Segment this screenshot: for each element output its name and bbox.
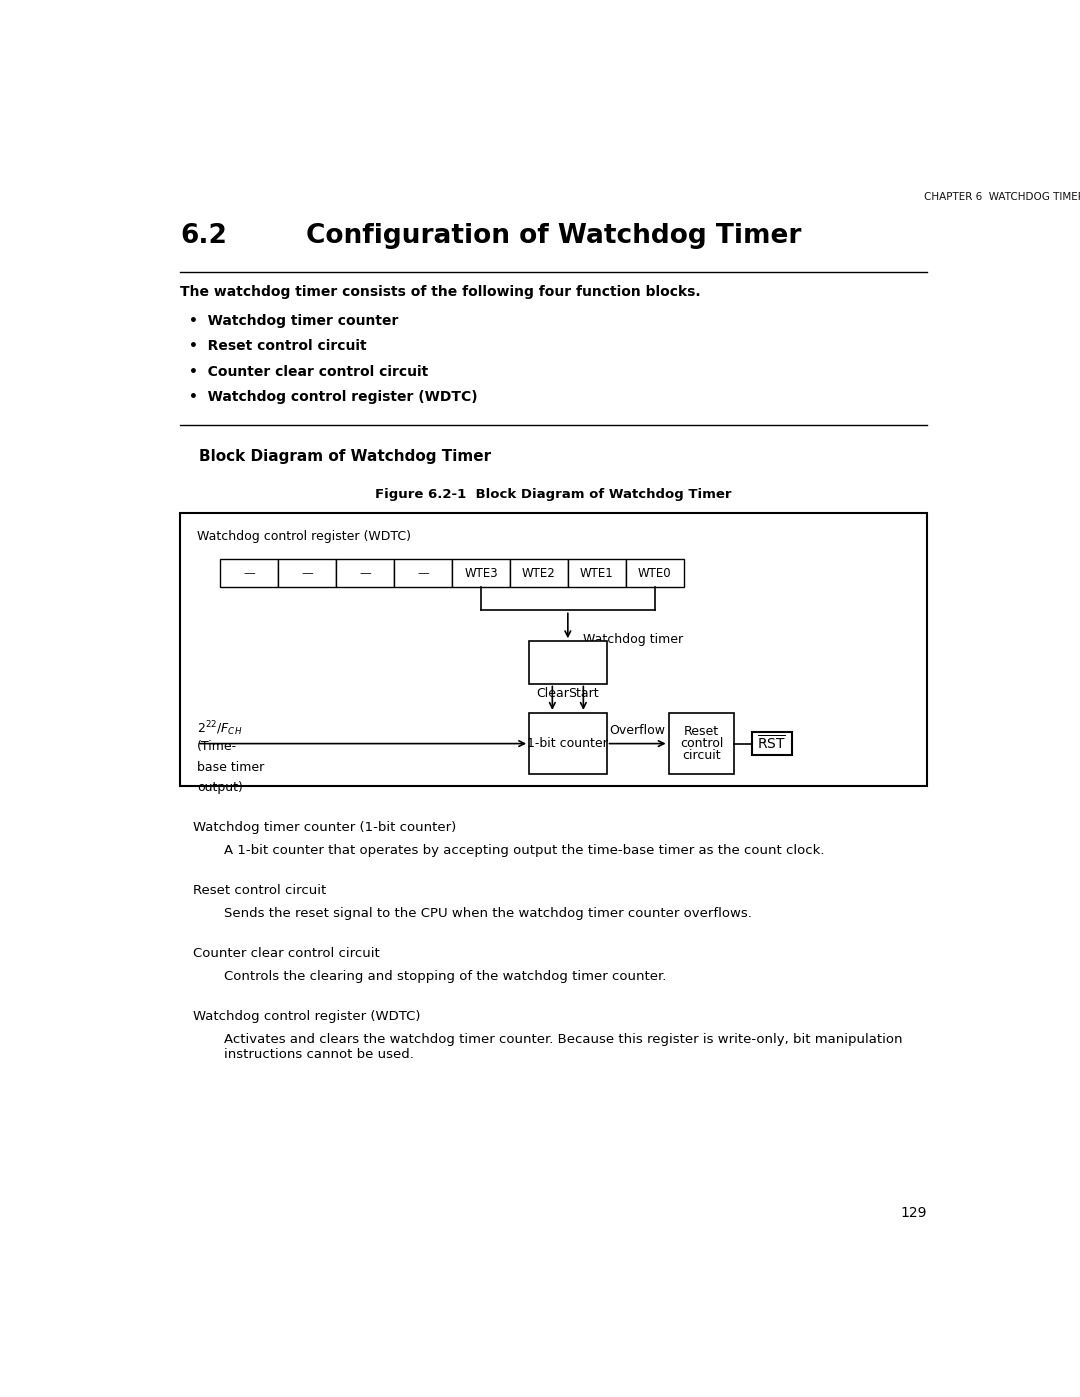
Bar [220,559,279,587]
Text: Reset: Reset [684,725,719,738]
Text: control: control [679,738,724,750]
Text: WTE3: WTE3 [464,567,498,580]
Text: The watchdog timer consists of the following four function blocks.: The watchdog timer consists of the follo… [180,285,701,299]
Text: $2^{22}/F_{CH}$: $2^{22}/F_{CH}$ [197,719,242,738]
Bar [279,559,336,587]
Text: Configuration of Watchdog Timer: Configuration of Watchdog Timer [306,224,801,249]
Bar [180,513,927,787]
Text: Watchdog control register (WDTC): Watchdog control register (WDTC) [193,1010,420,1023]
Bar [529,712,607,774]
Bar [568,559,625,587]
Text: 6.2: 6.2 [180,224,227,249]
Text: Watchdog control register (WDTC): Watchdog control register (WDTC) [197,529,411,542]
Text: Start: Start [568,687,598,700]
Bar [529,641,607,683]
Text: 129: 129 [901,1206,927,1220]
Text: Counter clear control circuit: Counter clear control circuit [193,947,380,960]
Text: Sends the reset signal to the CPU when the watchdog timer counter overflows.: Sends the reset signal to the CPU when t… [225,907,752,919]
Bar [669,712,734,774]
Text: $\overline{\mathrm{RST}}$: $\overline{\mathrm{RST}}$ [757,735,786,753]
Bar [510,559,568,587]
Text: Watchdog timer: Watchdog timer [583,633,684,647]
Text: circuit: circuit [683,749,720,763]
Text: WTE1: WTE1 [580,567,613,580]
Text: base timer: base timer [197,760,265,774]
Text: —: — [243,567,255,580]
Text: CHAPTER 6  WATCHDOG TIMER: CHAPTER 6 WATCHDOG TIMER [924,193,1080,203]
Text: WTE2: WTE2 [522,567,556,580]
Text: 1-bit counter: 1-bit counter [527,738,608,750]
Bar [336,559,394,587]
Bar [451,559,510,587]
Text: Watchdog timer counter (1-bit counter): Watchdog timer counter (1-bit counter) [193,820,457,834]
Text: Figure 6.2-1  Block Diagram of Watchdog Timer: Figure 6.2-1 Block Diagram of Watchdog T… [375,488,732,502]
Text: Overflow: Overflow [609,725,665,738]
Text: Block Diagram of Watchdog Timer: Block Diagram of Watchdog Timer [199,450,490,464]
Text: •  Counter clear control circuit: • Counter clear control circuit [189,365,429,379]
Text: Reset control circuit: Reset control circuit [193,884,326,897]
Text: (Time-: (Time- [197,740,238,753]
Text: WTE0: WTE0 [638,567,672,580]
Text: •  Watchdog control register (WDTC): • Watchdog control register (WDTC) [189,390,477,404]
Bar [394,559,451,587]
Text: A 1-bit counter that operates by accepting output the time-base timer as the cou: A 1-bit counter that operates by accepti… [225,844,825,856]
Text: Clear: Clear [536,687,569,700]
Text: output): output) [197,781,243,793]
Bar [625,559,684,587]
Bar [752,732,792,756]
Text: Activates and clears the watchdog timer counter. Because this register is write-: Activates and clears the watchdog timer … [225,1034,903,1062]
Text: •  Reset control circuit: • Reset control circuit [189,339,367,353]
Text: —: — [417,567,429,580]
Text: •  Watchdog timer counter: • Watchdog timer counter [189,314,399,328]
Text: Controls the clearing and stopping of the watchdog timer counter.: Controls the clearing and stopping of th… [225,970,666,983]
Text: —: — [360,567,370,580]
Text: —: — [301,567,313,580]
